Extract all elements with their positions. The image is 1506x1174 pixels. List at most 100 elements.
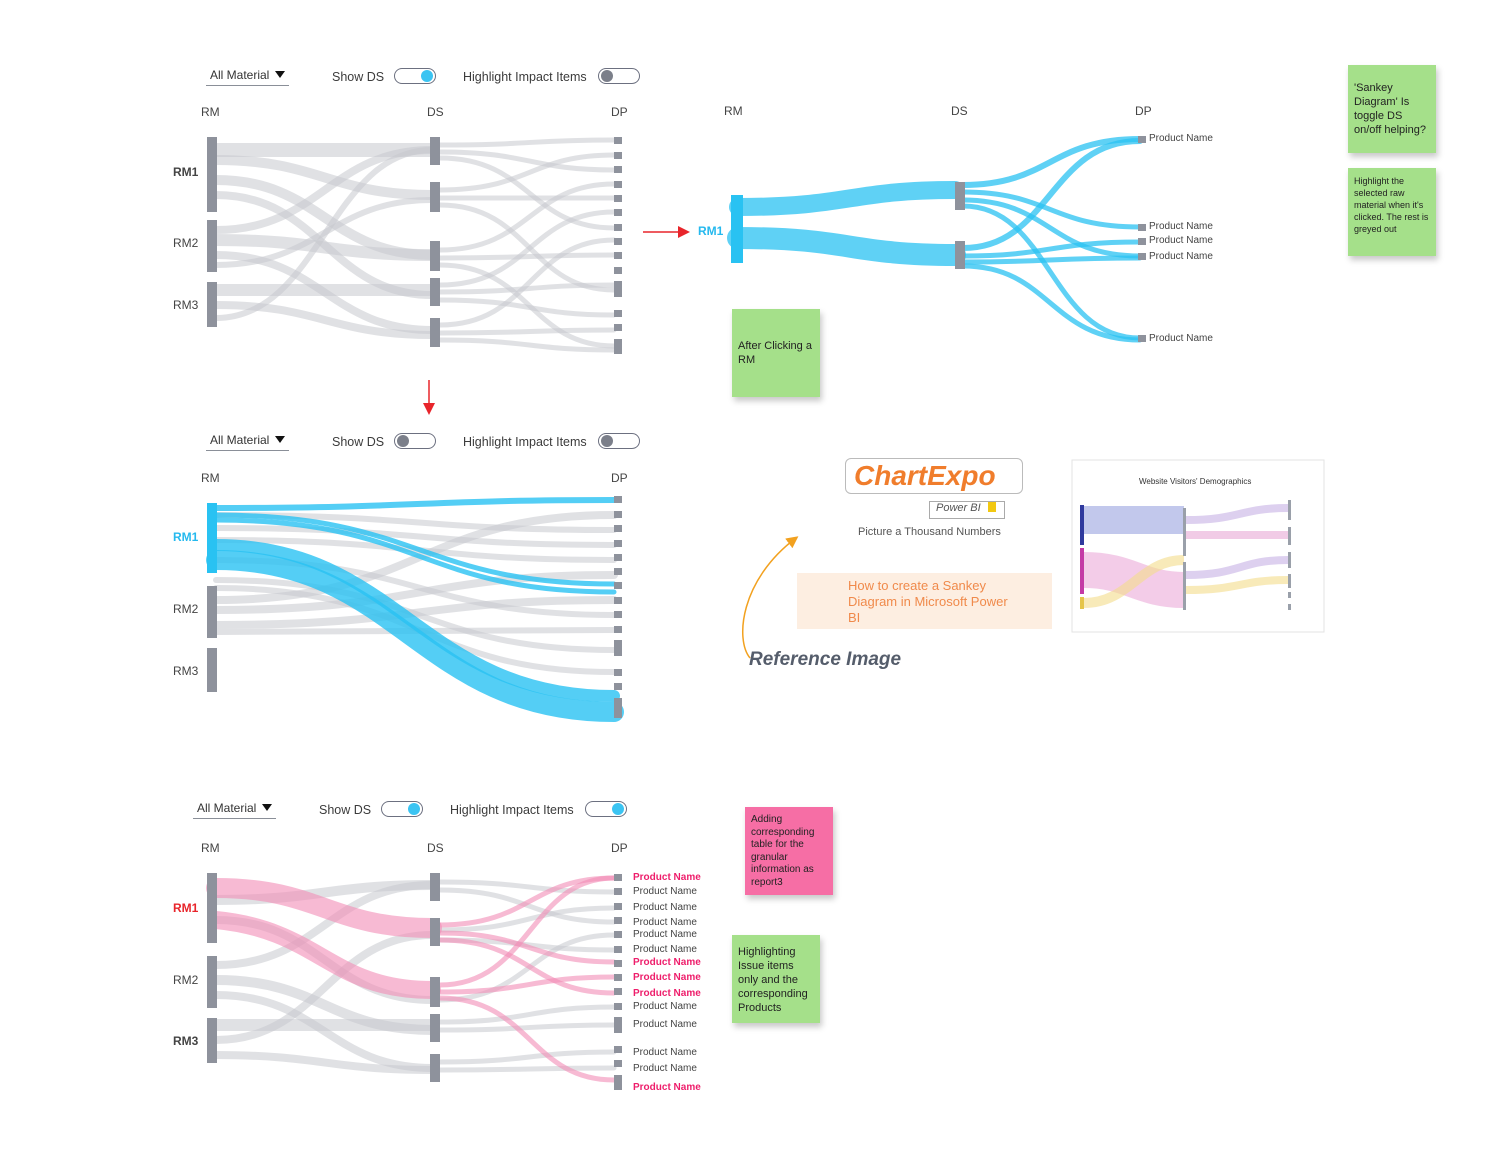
- dp-node[interactable]: [614, 626, 622, 633]
- rm3-node[interactable]: [207, 648, 217, 692]
- dp-node[interactable]: [614, 209, 622, 216]
- ds-node[interactable]: [955, 182, 965, 210]
- dp-node[interactable]: [1138, 253, 1146, 260]
- rm3-node[interactable]: [207, 1018, 217, 1063]
- highlight-impact-label: Highlight Impact Items: [463, 70, 587, 84]
- dp-node[interactable]: [614, 974, 622, 981]
- dp-node[interactable]: [614, 1075, 622, 1090]
- dp-node[interactable]: [614, 683, 622, 690]
- rm-label-1[interactable]: RM1: [173, 530, 199, 544]
- rm-label-2[interactable]: RM2: [173, 236, 199, 250]
- rm-label-3[interactable]: RM3: [173, 664, 199, 678]
- highlight-impact-toggle[interactable]: [598, 68, 640, 84]
- dp-node[interactable]: [614, 281, 622, 297]
- dp-node[interactable]: [614, 888, 622, 895]
- ds-node[interactable]: [430, 182, 440, 212]
- show-ds-toggle[interactable]: [394, 68, 436, 84]
- dp-node[interactable]: [614, 874, 622, 881]
- dp-node[interactable]: [614, 1017, 622, 1033]
- material-dropdown[interactable]: All Material: [206, 68, 290, 86]
- dp-node[interactable]: [1138, 335, 1146, 342]
- dp-node[interactable]: [614, 568, 622, 575]
- dp-node[interactable]: [614, 1060, 622, 1067]
- rm-label-selected[interactable]: RM1: [698, 224, 724, 238]
- rm2-node[interactable]: [207, 220, 217, 272]
- dp-node[interactable]: [614, 917, 622, 924]
- material-dropdown[interactable]: All Material: [193, 801, 277, 819]
- dp-node[interactable]: [614, 195, 622, 202]
- dp-node[interactable]: [614, 324, 622, 331]
- dp-node[interactable]: [614, 252, 622, 259]
- ds-node[interactable]: [430, 241, 440, 271]
- dp-node[interactable]: [614, 540, 622, 547]
- dp-node[interactable]: [614, 931, 622, 938]
- rm1-node[interactable]: [207, 873, 217, 943]
- ds-node[interactable]: [430, 137, 440, 165]
- highlight-impact-label: Highlight Impact Items: [450, 803, 574, 817]
- panel3-controls: All Material Show DS Highlight Impact It…: [206, 433, 646, 457]
- dp-node[interactable]: [1138, 136, 1146, 143]
- rm3-node[interactable]: [207, 282, 217, 327]
- rm-label-2[interactable]: RM2: [173, 973, 199, 987]
- material-dropdown[interactable]: All Material: [206, 433, 290, 451]
- dp-node[interactable]: [614, 698, 622, 718]
- show-ds-toggle[interactable]: [381, 801, 423, 817]
- ds-node[interactable]: [430, 873, 440, 901]
- rm2-node[interactable]: [207, 956, 217, 1008]
- dp-node[interactable]: [614, 267, 622, 274]
- dp-node[interactable]: [614, 238, 622, 245]
- note-highlighting-issue: Highlighting Issue items only and the co…: [732, 935, 820, 1023]
- rm-label-3[interactable]: RM3: [173, 298, 199, 312]
- highlight-impact-toggle[interactable]: [598, 433, 640, 449]
- dp-node[interactable]: [614, 554, 622, 561]
- highlight-impact-toggle[interactable]: [585, 801, 627, 817]
- dp-node[interactable]: [614, 310, 622, 317]
- rm-label-3[interactable]: RM3: [173, 1034, 199, 1048]
- ds-node[interactable]: [430, 278, 440, 306]
- rm-label-2[interactable]: RM2: [173, 602, 199, 616]
- panel4-pink-flows: [206, 875, 617, 1083]
- dp-node[interactable]: [614, 1003, 622, 1010]
- dp-node[interactable]: [1138, 238, 1146, 245]
- column-header-dp: DP: [611, 105, 628, 119]
- ds-node[interactable]: [430, 318, 440, 347]
- show-ds-toggle[interactable]: [394, 433, 436, 449]
- product-label: Product Name: [1149, 235, 1213, 246]
- ds-node[interactable]: [430, 1014, 440, 1042]
- material-dropdown-value: All Material: [197, 801, 257, 815]
- rm2-node[interactable]: [207, 586, 217, 638]
- rm1-node-selected[interactable]: [207, 503, 217, 573]
- column-header-dp: DP: [611, 841, 628, 855]
- dp-node[interactable]: [614, 224, 622, 231]
- dp-node[interactable]: [614, 152, 622, 159]
- ds-node[interactable]: [430, 977, 440, 1007]
- dp-node[interactable]: [614, 525, 622, 532]
- chevron-down-icon: [262, 804, 273, 811]
- dp-node[interactable]: [614, 669, 622, 676]
- dp-node[interactable]: [614, 611, 622, 618]
- rm1-node[interactable]: [207, 137, 217, 212]
- dp-node[interactable]: [614, 496, 622, 503]
- dp-node[interactable]: [614, 640, 622, 656]
- dp-node[interactable]: [614, 181, 622, 188]
- dp-node[interactable]: [614, 597, 622, 604]
- dp-node[interactable]: [614, 946, 622, 953]
- ds-node[interactable]: [955, 241, 965, 269]
- dp-node[interactable]: [1138, 224, 1146, 231]
- dp-node[interactable]: [614, 988, 622, 995]
- material-dropdown-value: All Material: [210, 68, 270, 82]
- panel2-flows: [727, 136, 1143, 343]
- dp-node[interactable]: [614, 903, 622, 910]
- ds-node[interactable]: [430, 918, 440, 946]
- dp-node[interactable]: [614, 1046, 622, 1053]
- dp-node[interactable]: [614, 166, 622, 173]
- dp-node[interactable]: [614, 960, 622, 967]
- dp-node[interactable]: [614, 137, 622, 144]
- rm-label-1[interactable]: RM1: [173, 901, 199, 915]
- ds-node[interactable]: [430, 1054, 440, 1082]
- dp-node[interactable]: [614, 582, 622, 589]
- rm1-node-selected[interactable]: [731, 195, 743, 263]
- dp-node[interactable]: [614, 339, 622, 354]
- rm-label-1[interactable]: RM1: [173, 165, 199, 179]
- dp-node[interactable]: [614, 511, 622, 518]
